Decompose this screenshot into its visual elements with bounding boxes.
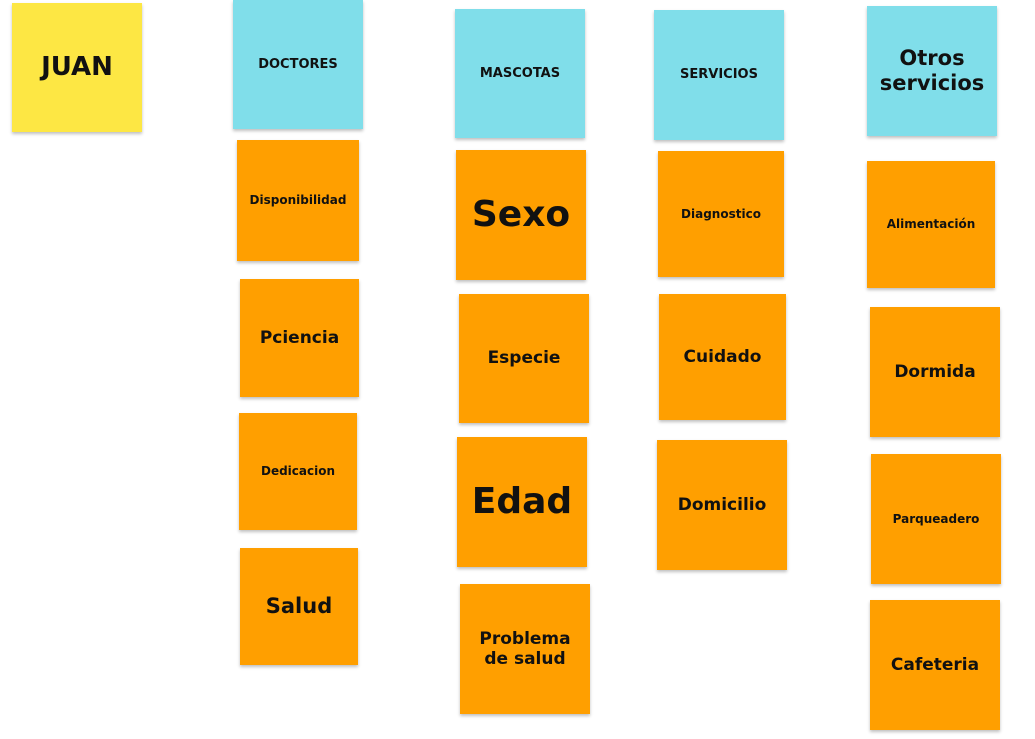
item-note-label: Cuidado (683, 346, 762, 367)
item-note-salud[interactable]: Salud (240, 548, 358, 665)
item-note-dedicacion[interactable]: Dedicacion (239, 413, 357, 530)
person-note-label: JUAN (41, 51, 113, 82)
item-note-problema-de-salud[interactable]: Problema de salud (460, 584, 590, 714)
item-note-label: Salud (265, 593, 333, 618)
item-note-label: Sexo (471, 194, 571, 236)
item-note-domicilio[interactable]: Domicilio (657, 440, 787, 570)
item-note-label: Disponibilidad (249, 193, 347, 208)
item-note-label: Alimentación (886, 217, 976, 232)
category-note-label: MASCOTAS (479, 65, 561, 81)
category-note-label: DOCTORES (258, 56, 338, 72)
item-note-cuidado[interactable]: Cuidado (659, 294, 786, 420)
item-note-label: Especie (487, 348, 561, 369)
item-note-especie[interactable]: Especie (459, 294, 589, 423)
item-note-label: Pciencia (259, 327, 340, 348)
item-note-cafeteria[interactable]: Cafeteria (870, 600, 1000, 730)
item-note-label: Dormida (894, 361, 976, 382)
item-note-alimentacion[interactable]: Alimentación (867, 161, 995, 288)
item-note-label: Problema de salud (479, 628, 571, 669)
item-note-disponibilidad[interactable]: Disponibilidad (237, 140, 359, 261)
category-note-servicios[interactable]: SERVICIOS (654, 10, 784, 140)
item-note-label: Parqueadero (892, 511, 980, 526)
item-note-label: Cafeteria (890, 654, 980, 675)
item-note-pciencia[interactable]: Pciencia (240, 279, 359, 397)
item-note-label: Dedicacion (260, 464, 336, 479)
item-note-label: Diagnostico (681, 206, 761, 221)
category-note-label: SERVICIOS (680, 67, 758, 83)
item-note-edad[interactable]: Edad (457, 437, 587, 567)
category-note-mascotas[interactable]: MASCOTAS (455, 9, 585, 138)
item-note-dormida[interactable]: Dormida (870, 307, 1000, 437)
item-note-parqueadero[interactable]: Parqueadero (871, 454, 1001, 584)
category-note-otros-servicios[interactable]: Otros servicios (867, 6, 997, 136)
person-note[interactable]: JUAN (12, 3, 142, 132)
item-note-sexo[interactable]: Sexo (456, 150, 586, 280)
category-note-label: Otros servicios (879, 45, 985, 95)
item-note-label: Edad (471, 481, 573, 523)
item-note-diagnostico[interactable]: Diagnostico (658, 151, 784, 277)
item-note-label: Domicilio (677, 494, 767, 515)
category-note-doctores[interactable]: DOCTORES (233, 0, 363, 129)
